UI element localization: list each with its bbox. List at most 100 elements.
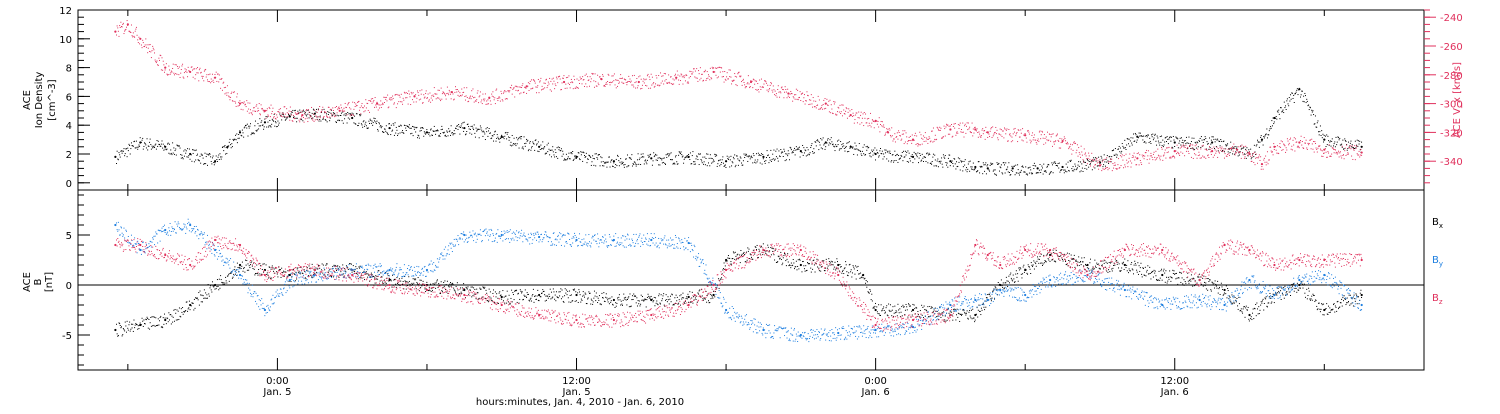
vx-dot	[238, 102, 239, 103]
top-left-tick-label: 12	[59, 6, 72, 17]
ion-density-dot	[1288, 105, 1289, 106]
bx-dot	[542, 292, 543, 293]
ion-density-dot	[687, 155, 688, 156]
ion-density-dot	[651, 158, 652, 159]
vx-dot	[853, 113, 854, 114]
ion-density-dot	[843, 143, 844, 144]
vx-dot	[156, 62, 157, 63]
ion-density-dot	[714, 161, 715, 162]
ion-density-dot	[1129, 146, 1130, 147]
vx-dot	[411, 92, 412, 93]
vx-dot	[393, 104, 394, 105]
vx-dot	[815, 106, 816, 107]
ion-density-dot	[649, 156, 650, 157]
vx-dot	[1326, 152, 1327, 153]
vx-dot	[899, 132, 900, 133]
ion-density-dot	[1161, 136, 1162, 137]
vx-dot	[831, 104, 832, 105]
bx-dot	[158, 324, 159, 325]
vx-dot	[1117, 168, 1118, 169]
vx-dot	[860, 115, 861, 116]
vx-dot	[378, 110, 379, 111]
vx-point	[1248, 153, 1250, 155]
ion-density-dot	[702, 157, 703, 158]
bx-dot	[315, 268, 316, 269]
vx-dot	[282, 116, 283, 117]
bx-dot	[299, 271, 300, 272]
bx-dot	[375, 283, 376, 284]
bx-dot	[562, 296, 563, 297]
vx-dot	[478, 102, 479, 103]
vx-dot	[1243, 146, 1244, 147]
vx-dot	[1202, 146, 1203, 147]
ion-density-dot	[481, 130, 482, 131]
ion-density-dot	[1251, 158, 1252, 159]
ion-density-dot	[860, 151, 861, 152]
vx-dot	[678, 80, 679, 81]
ion-density-dot	[582, 161, 583, 162]
vx-dot	[389, 99, 390, 100]
ion-density-dot	[982, 166, 983, 167]
vx-dot	[358, 101, 359, 102]
vx-dot	[259, 103, 260, 104]
vx-dot	[173, 64, 174, 65]
bx-dot	[152, 325, 153, 326]
vx-dot	[779, 97, 780, 98]
vx-dot	[417, 90, 418, 91]
ion-density-dot	[434, 131, 435, 132]
vx-dot	[175, 64, 176, 65]
vx-dot	[647, 75, 648, 76]
ion-density-dot	[1119, 151, 1120, 152]
ion-density-dot	[208, 155, 209, 156]
ion-density-point	[314, 113, 316, 115]
vx-dot	[154, 52, 155, 53]
ion-density-dot	[947, 167, 948, 168]
ion-density-dot	[497, 137, 498, 138]
ion-density-dot	[477, 129, 478, 130]
vx-dot	[1149, 163, 1150, 164]
vx-dot	[1166, 147, 1167, 148]
vx-dot	[771, 83, 772, 84]
ion-density-dot	[1160, 142, 1161, 143]
ion-density-dot	[969, 171, 970, 172]
bx-dot	[559, 295, 560, 296]
vx-dot	[1282, 141, 1283, 142]
vx-dot	[425, 93, 426, 94]
vx-dot	[718, 76, 719, 77]
vx-dot	[335, 107, 336, 108]
vx-dot	[613, 80, 614, 81]
vx-dot	[1279, 146, 1280, 147]
ion-density-dot	[474, 124, 475, 125]
vx-dot	[885, 134, 886, 135]
vx-dot	[875, 121, 876, 122]
vx-dot	[1359, 156, 1360, 157]
bx-dot	[331, 276, 332, 277]
vx-dot	[980, 136, 981, 137]
ion-density-dot	[223, 146, 224, 147]
vx-dot	[527, 86, 528, 87]
vx-dot	[692, 73, 693, 74]
vx-dot	[655, 83, 656, 84]
vx-dot	[170, 74, 171, 75]
vx-dot	[1202, 156, 1203, 157]
vx-dot	[887, 131, 888, 132]
vx-dot	[617, 86, 618, 87]
vx-dot	[581, 78, 582, 79]
bx-dot	[297, 268, 298, 269]
bx-point	[837, 264, 839, 266]
ion-density-dot	[1235, 146, 1236, 147]
ion-density-dot	[626, 158, 627, 159]
bx-point	[575, 294, 577, 296]
ion-density-dot	[261, 122, 262, 123]
ion-density-dot	[420, 128, 421, 129]
ion-density-dot	[716, 155, 717, 156]
vx-dot	[1273, 154, 1274, 155]
ion-density-dot	[922, 154, 923, 155]
vx-dot	[392, 96, 393, 97]
vx-dot	[249, 103, 250, 104]
vx-dot	[704, 71, 705, 72]
ion-density-dot	[663, 162, 664, 163]
ion-density-dot	[1008, 171, 1009, 172]
vx-dot	[829, 111, 830, 112]
ion-density-dot	[433, 131, 434, 132]
